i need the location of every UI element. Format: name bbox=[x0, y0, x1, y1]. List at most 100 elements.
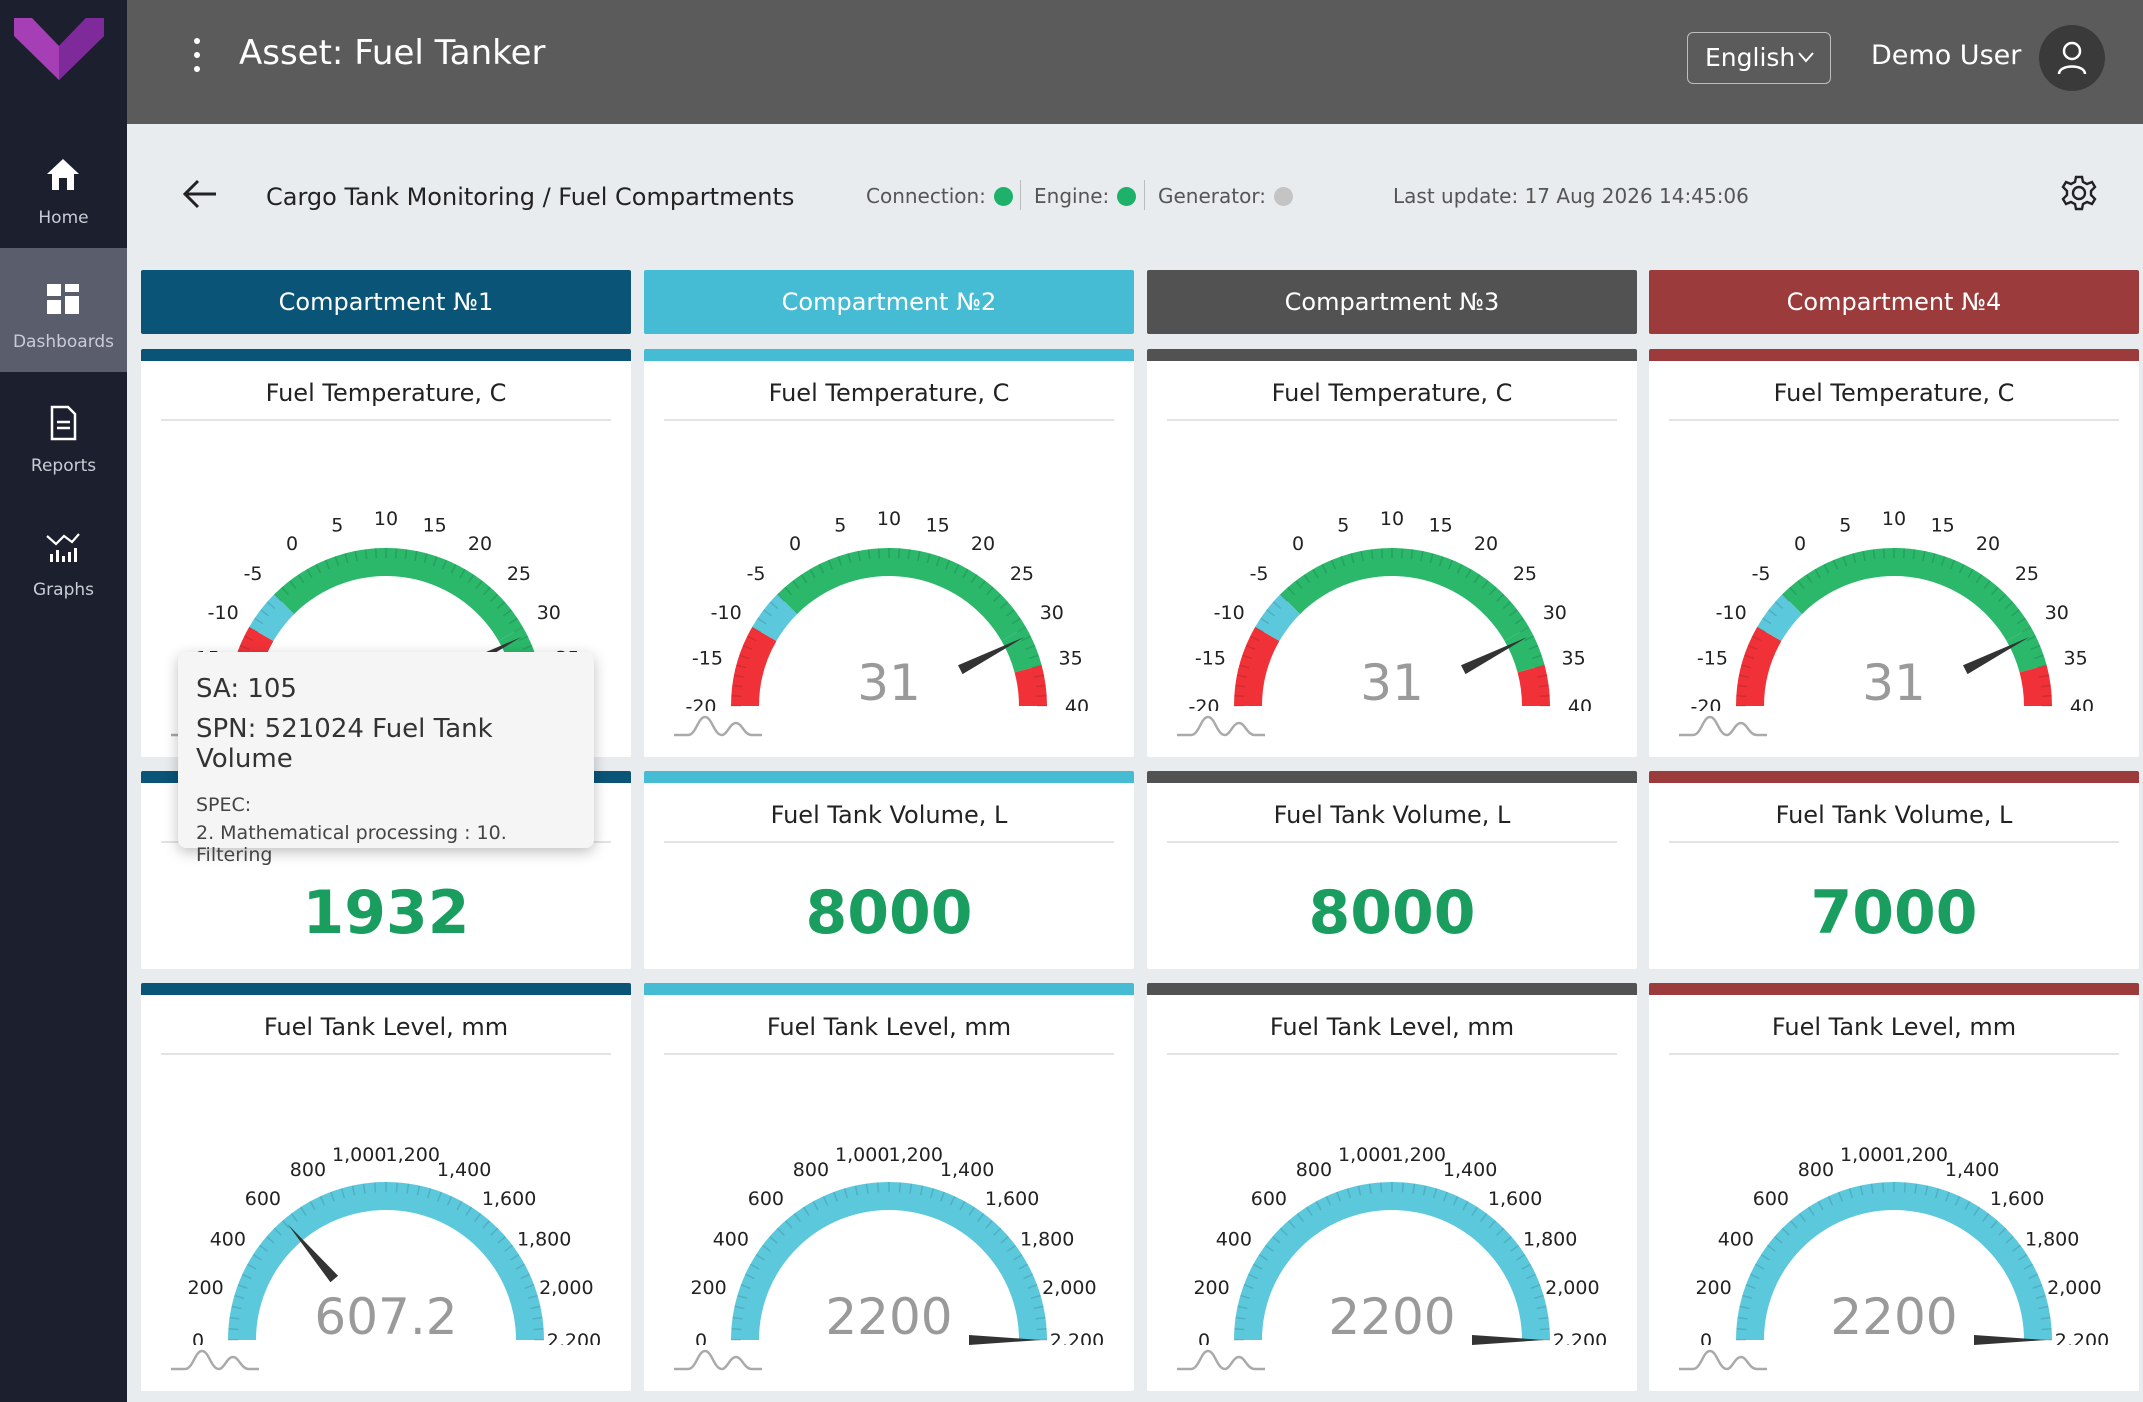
gauge-tick bbox=[340, 1188, 346, 1199]
gauge-tick bbox=[1245, 644, 1256, 651]
gauge-tick bbox=[757, 617, 767, 625]
gauge-tick-label: 1,200 bbox=[1392, 1144, 1446, 1166]
divider bbox=[1167, 1053, 1617, 1055]
gauge-tick bbox=[1745, 1284, 1756, 1289]
tooltip-sa: SA: 105 bbox=[196, 674, 297, 704]
sidebar-item-graphs[interactable]: Graphs bbox=[0, 496, 127, 620]
gauge-tick bbox=[2010, 609, 2020, 617]
gauge-tick bbox=[497, 1235, 506, 1244]
gauge-tick bbox=[241, 1273, 252, 1280]
gauge-band bbox=[249, 594, 295, 641]
gauge-tick bbox=[732, 1316, 743, 1320]
gauge-tick bbox=[1368, 1183, 1372, 1194]
gauge-tick bbox=[309, 1200, 316, 1211]
gauge-tick bbox=[1530, 1284, 1541, 1289]
page-title: Asset: Fuel Tanker bbox=[239, 33, 546, 73]
compartment-tab-4[interactable]: Compartment №4 bbox=[1649, 270, 2139, 334]
gauge-tick-label: -20 bbox=[685, 696, 716, 711]
gauge-tick bbox=[530, 1305, 541, 1310]
gauge-tick bbox=[1964, 1200, 1971, 1211]
card-title: Fuel Tank Volume, L bbox=[1273, 801, 1511, 829]
gauge-tick bbox=[1760, 1253, 1770, 1261]
card-title: Fuel Tank Level, mm bbox=[1771, 1013, 2017, 1041]
gauge-tick-label: 1,400 bbox=[1443, 1159, 1497, 1181]
gauge-tick-label: -15 bbox=[1195, 647, 1226, 669]
gauge-tick bbox=[243, 635, 254, 642]
gauge-tick-label: 10 bbox=[1882, 508, 1906, 530]
gauge-tick bbox=[1903, 1182, 1907, 1193]
gauge-tick-label: 400 bbox=[713, 1228, 749, 1250]
gauge-tick bbox=[1924, 1185, 1929, 1196]
user-name[interactable]: Demo User bbox=[1871, 40, 2022, 71]
language-select[interactable]: English bbox=[1687, 32, 1831, 84]
gauge-tick bbox=[1035, 684, 1046, 688]
gauge-tick-label: 2,000 bbox=[2047, 1277, 2101, 1299]
gauge-tick bbox=[231, 1305, 242, 1310]
tooltip-spn: SPN: 521024 Fuel Tank Volume bbox=[196, 714, 493, 774]
sidebar-item-reports[interactable]: Reports bbox=[0, 372, 127, 496]
divider bbox=[1144, 180, 1145, 210]
avatar[interactable] bbox=[2039, 25, 2105, 91]
gauge-tick bbox=[344, 553, 349, 564]
trend-icon[interactable] bbox=[169, 1347, 261, 1373]
gauge-tick bbox=[1538, 684, 1549, 688]
sidebar-item-home[interactable]: Home bbox=[0, 124, 127, 248]
gauge-tick bbox=[273, 1227, 282, 1236]
compartment-tab-1[interactable]: Compartment №1 bbox=[141, 270, 631, 334]
gauge-tick bbox=[1236, 674, 1247, 678]
gauge-tick bbox=[504, 1244, 513, 1252]
gauge-tick bbox=[1931, 553, 1936, 564]
trend-icon[interactable] bbox=[1175, 1347, 1267, 1373]
level-card: Fuel Tank Level, mm 0 200 400 600 800 1,000 1,2… bbox=[141, 983, 631, 1391]
trend-icon[interactable] bbox=[672, 713, 764, 739]
gauge-tick bbox=[1940, 556, 1946, 567]
top-bar: Asset: Fuel Tanker English Demo User bbox=[127, 0, 2143, 124]
card-title: Fuel Tank Level, mm bbox=[1269, 1013, 1515, 1041]
gauge-tick bbox=[1742, 1294, 1753, 1300]
level-card: Fuel Tank Level, mm 0 200 400 600 800 1,000 1,2… bbox=[1649, 983, 2139, 1391]
sidebar-item-dashboards[interactable]: Dashboards bbox=[0, 248, 127, 372]
gauge-tick bbox=[1859, 1185, 1864, 1196]
trend-icon[interactable] bbox=[1677, 1347, 1769, 1373]
gauge-tick bbox=[784, 1220, 793, 1229]
trend-icon[interactable] bbox=[672, 1347, 764, 1373]
gauge-tick bbox=[1797, 580, 1805, 590]
gear-icon[interactable] bbox=[2060, 174, 2098, 212]
back-arrow-icon[interactable] bbox=[180, 176, 220, 212]
gauge-tick-label: 15 bbox=[1429, 514, 1453, 536]
home-icon bbox=[47, 159, 79, 190]
trend-icon[interactable] bbox=[1175, 713, 1267, 739]
gauge-tick bbox=[1312, 568, 1319, 579]
gauge-band bbox=[1757, 594, 1803, 641]
gauge-tick-label: 2,200 bbox=[1553, 1330, 1607, 1345]
gauge-tick-label: 200 bbox=[187, 1277, 223, 1299]
gauge-tick bbox=[1496, 593, 1505, 602]
gauge-tick bbox=[1447, 559, 1454, 570]
gauge-tick bbox=[1817, 1200, 1824, 1211]
gauge-tick bbox=[1998, 1227, 2007, 1236]
gauge-tick bbox=[2041, 694, 2052, 698]
chevron-down-icon bbox=[1798, 52, 1814, 63]
gauge-tick bbox=[731, 1327, 742, 1331]
gauge-tick bbox=[827, 559, 834, 570]
kebab-menu-icon[interactable] bbox=[193, 38, 201, 78]
gauge-tick bbox=[877, 548, 881, 559]
gauge-tick-label: 600 bbox=[1753, 1188, 1789, 1210]
gauge-tick bbox=[1336, 1191, 1341, 1202]
gauge-tick bbox=[1508, 609, 1518, 617]
trend-icon[interactable] bbox=[1677, 713, 1769, 739]
gauge-tick bbox=[1005, 609, 1015, 617]
report-icon bbox=[50, 405, 77, 441]
gauge-tick bbox=[755, 1253, 765, 1261]
gauge-tick bbox=[993, 593, 1002, 602]
gauge-tick bbox=[1789, 1220, 1798, 1229]
compartment-tab-3[interactable]: Compartment №3 bbox=[1147, 270, 1637, 334]
gauge-tick bbox=[1998, 593, 2007, 602]
gauge-tick-label: 600 bbox=[748, 1188, 784, 1210]
gauge-tick bbox=[1870, 1183, 1874, 1194]
connection-status: Connection: bbox=[866, 184, 1013, 208]
gauge-tick bbox=[1357, 1185, 1362, 1196]
gauge-tick-label: 1,800 bbox=[2025, 1228, 2079, 1250]
compartment-tab-2[interactable]: Compartment №2 bbox=[644, 270, 1134, 334]
gauge-band bbox=[274, 548, 523, 641]
